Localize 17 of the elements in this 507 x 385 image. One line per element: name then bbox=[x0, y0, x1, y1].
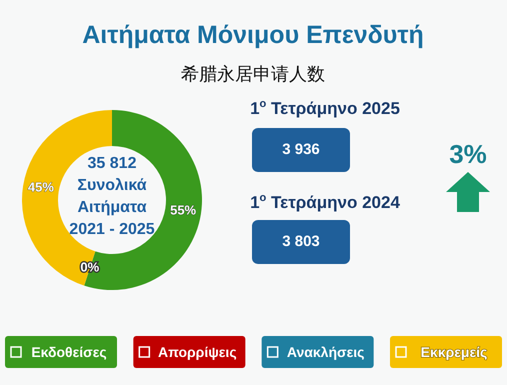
legend-label: Εκδοθείσες bbox=[31, 344, 107, 360]
legend-label: Ανακλήσεις bbox=[286, 344, 364, 360]
text: Συνολικά bbox=[77, 177, 147, 194]
data-label: 45% bbox=[28, 180, 54, 196]
data-label: 55% bbox=[170, 202, 197, 218]
chart-subtitle: 希腊永居申请人数 bbox=[181, 64, 325, 84]
text: 3% bbox=[449, 138, 487, 169]
text: 2021 - 2025 bbox=[69, 221, 155, 238]
text: 3 936 bbox=[282, 140, 320, 158]
text: 1$^{o}$ Τετράμηνο 2024 bbox=[250, 192, 400, 212]
legend-label: Εκκρεμείς bbox=[420, 344, 488, 360]
text: Αιτήματα bbox=[77, 199, 147, 216]
text: 1$^{o}$ Τετράμηνο 2025 bbox=[250, 98, 400, 118]
chart-title: Αιτήματα Μόνιμου Επενδυτή bbox=[82, 20, 424, 49]
text: 35 812 bbox=[88, 155, 137, 172]
text: 3 803 bbox=[282, 232, 320, 250]
legend-label: Απορρίψεις bbox=[158, 344, 237, 360]
